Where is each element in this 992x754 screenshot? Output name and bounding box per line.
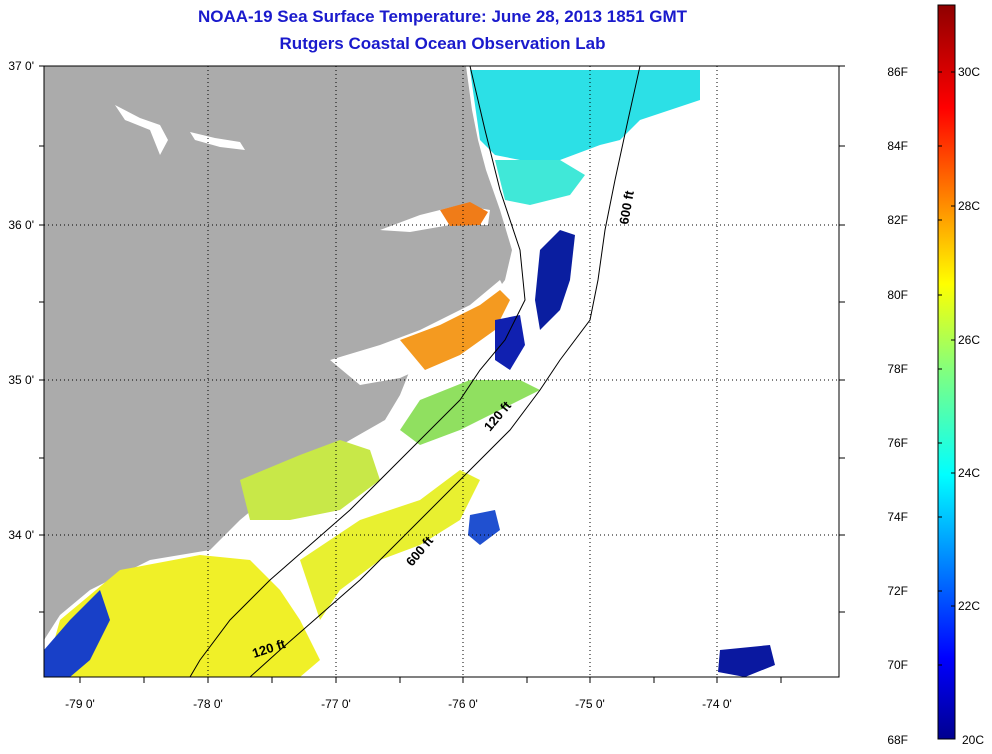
colorbar-scale	[937, 4, 956, 740]
lon-label: -77 0'	[321, 697, 351, 711]
colorbar-f-label: 68F	[887, 733, 908, 747]
colorbar-f-label: 80F	[887, 288, 908, 302]
colorbar-f-label: 86F	[887, 65, 908, 79]
sst-blue-patch	[718, 645, 775, 677]
colorbar-c-label: 26C	[958, 333, 981, 347]
colorbar-f-label: 70F	[887, 658, 908, 672]
colorbar-c-label: 22C	[958, 599, 981, 613]
colorbar-f-label: 78F	[887, 362, 908, 376]
map-frame	[43, 65, 840, 678]
sst-cyan-north	[495, 160, 585, 205]
sst-green-shelf	[400, 380, 540, 445]
lat-label: 34 0'	[8, 528, 34, 542]
sst-blue-patch	[468, 510, 500, 545]
lat-label: 37 0'	[8, 59, 34, 73]
sst-green-shelf	[240, 440, 380, 520]
lon-label: -74 0'	[702, 697, 732, 711]
colorbar-f-label: 74F	[887, 510, 908, 524]
lat-label: 35 0'	[8, 373, 34, 387]
colorbar-f-label: 84F	[887, 139, 908, 153]
graticule	[44, 66, 839, 677]
colorbar-c-label: 28C	[958, 199, 981, 213]
map-subtitle: Rutgers Coastal Ocean Observation Lab	[279, 34, 606, 53]
colorbar-f-label: 72F	[887, 584, 908, 598]
contour-120ft	[189, 66, 526, 677]
lon-label: -78 0'	[193, 697, 223, 711]
sst-orange-pamlico	[400, 290, 510, 370]
colorbar-c-label: 20C	[962, 733, 985, 747]
lon-label: -76 0'	[448, 697, 478, 711]
sst-yellow-south	[44, 555, 320, 677]
sst-orange-albemarle	[440, 202, 488, 226]
colorbar-ticks	[938, 71, 955, 666]
lat-label: 36 0'	[8, 218, 34, 232]
inland-lake	[190, 132, 245, 150]
colorbar-f-label: 82F	[887, 213, 908, 227]
map-title: NOAA-19 Sea Surface Temperature: June 28…	[197, 7, 688, 26]
sst-blue-upwelling	[495, 315, 525, 370]
sst-blue-south	[44, 590, 110, 677]
sst-yellow-offshore	[300, 470, 480, 620]
contour-600ft	[249, 66, 641, 677]
land-mass	[44, 66, 512, 640]
sst-blue-upwelling	[535, 230, 575, 330]
lon-label: -79 0'	[65, 697, 95, 711]
axis-ticks	[39, 65, 845, 683]
lon-label: -75 0'	[575, 697, 605, 711]
colorbar-c-label: 30C	[958, 65, 981, 79]
colorbar-f-label: 76F	[887, 436, 908, 450]
contour-label: 600 ft	[616, 189, 637, 226]
sst-cyan-north	[470, 70, 700, 160]
inland-lake	[115, 105, 168, 155]
colorbar-c-label: 24C	[958, 466, 981, 480]
